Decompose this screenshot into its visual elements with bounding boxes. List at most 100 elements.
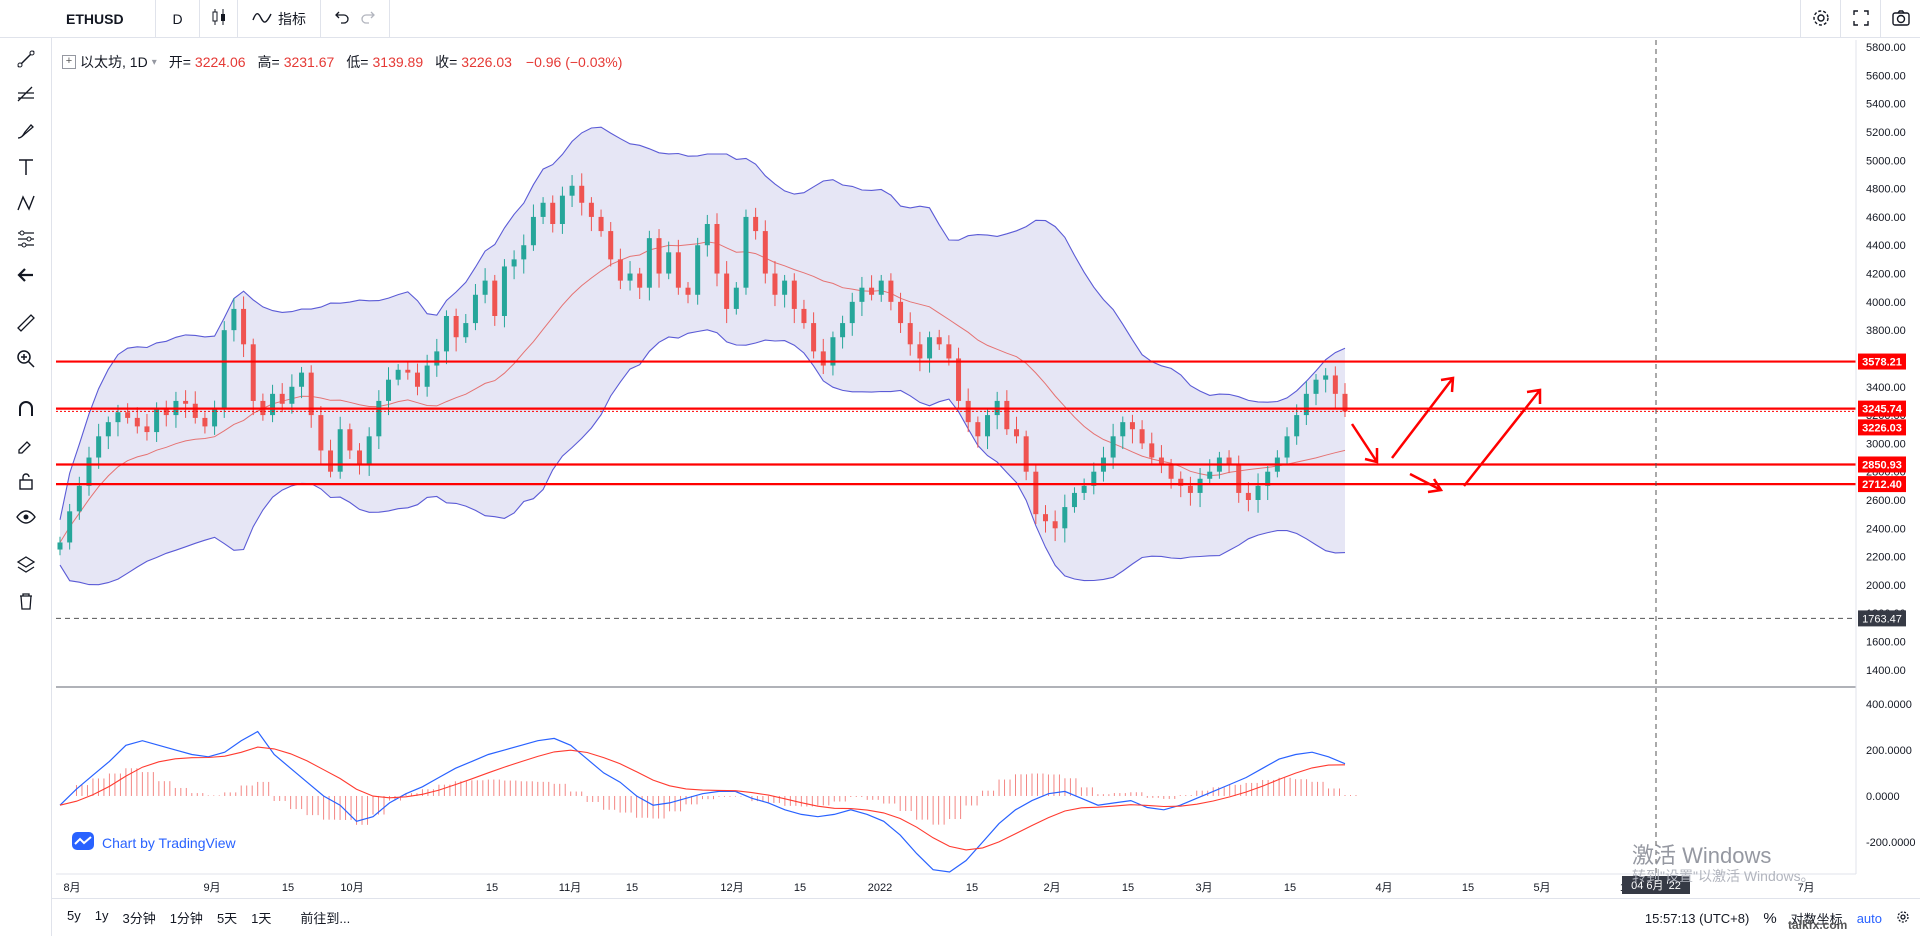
high-label: 高= — [257, 54, 280, 70]
chart-legend: + 以太坊, 1D ▾ 开= 3224.06 高= 3231.67 低= 3139.8… — [62, 52, 622, 72]
unlock-icon[interactable] — [13, 468, 39, 494]
candle-body — [1197, 478, 1203, 493]
trend-line-icon[interactable] — [13, 46, 39, 72]
candle-body — [869, 287, 875, 295]
last-price-tag-bg — [1858, 419, 1906, 436]
candle-body — [270, 393, 276, 416]
candle-body — [559, 195, 565, 224]
candle-body — [86, 457, 92, 486]
range-button[interactable]: 5天 — [216, 911, 238, 926]
chart-type-button[interactable] — [200, 0, 238, 38]
candle-body — [1052, 521, 1058, 529]
back-arrow-icon[interactable] — [13, 262, 39, 288]
time-tick-label: 5月 — [1533, 882, 1550, 894]
fullscreen-button[interactable] — [1840, 0, 1880, 38]
chart-settings-gear-icon[interactable] — [1896, 910, 1910, 927]
level-tag-bg — [1858, 456, 1906, 473]
candle-body — [975, 422, 981, 437]
candle-body — [724, 273, 730, 309]
range-button[interactable]: 3分钟 — [122, 911, 156, 926]
macd-tick-label: 200.0000 — [1866, 745, 1912, 757]
candle-body — [830, 337, 836, 366]
candle-body — [463, 323, 469, 338]
last-price-tag: 3226.03 — [1862, 422, 1902, 434]
goto-date-button[interactable]: 前往到... — [300, 911, 351, 926]
price-tick-label: 5800.00 — [1866, 42, 1906, 54]
price-tick-label: 3800.00 — [1866, 325, 1906, 337]
tradingview-attribution[interactable]: Chart by TradingView — [72, 832, 236, 853]
range-button[interactable]: 1y — [94, 908, 109, 923]
lock-drawing-icon[interactable] — [13, 432, 39, 458]
interval-button[interactable]: D — [156, 0, 200, 38]
chevron-down-icon[interactable]: ▾ — [151, 56, 157, 68]
layers-icon[interactable] — [13, 552, 39, 578]
candle-body — [1255, 485, 1261, 500]
level-tag-label: 3245.74 — [1862, 404, 1903, 416]
candle-body — [221, 330, 227, 408]
candle-body — [637, 273, 643, 288]
level-tag-bg — [1858, 353, 1906, 370]
candle-body — [1236, 464, 1242, 493]
percent-toggle[interactable]: % — [1763, 909, 1777, 927]
time-tick-label: 11月 — [559, 882, 581, 894]
fib-tool-icon[interactable] — [13, 82, 39, 108]
indicators-button[interactable]: 指标 — [238, 0, 321, 38]
candle-body — [1303, 393, 1309, 416]
candle-body — [898, 301, 904, 324]
candle-body — [289, 386, 295, 404]
windows-activation-hint: 转到"设置"以激活 Windows。 — [1632, 868, 1815, 884]
candle-body — [1245, 492, 1251, 500]
eye-icon[interactable] — [13, 504, 39, 530]
camera-icon — [1891, 9, 1911, 30]
range-button[interactable]: 1分钟 — [169, 911, 203, 926]
candle-body — [472, 294, 478, 324]
candle-body — [617, 259, 623, 281]
legend-expand-icon[interactable]: + — [62, 55, 76, 69]
candle-body — [1004, 400, 1010, 430]
range-button[interactable]: 5y — [67, 908, 81, 923]
pattern-tool-icon[interactable] — [13, 190, 39, 216]
candle-body — [675, 252, 681, 288]
price-tick-label: 3200.00 — [1866, 410, 1906, 422]
prediction-tool-icon[interactable] — [13, 226, 39, 252]
text-tool-icon[interactable] — [13, 154, 39, 180]
candle-body — [927, 337, 933, 359]
candle-body — [192, 403, 198, 418]
symbol-search-button[interactable]: ETHUSD — [0, 0, 156, 38]
level-tag-label: 3578.21 — [1862, 357, 1902, 369]
candle-body — [1332, 375, 1338, 394]
candle-body — [956, 358, 962, 401]
candle-body — [1274, 457, 1280, 472]
candle-body — [762, 231, 768, 274]
zoom-icon[interactable] — [13, 346, 39, 372]
candle-body — [347, 429, 353, 451]
price-tick-label: 3000.00 — [1866, 438, 1906, 450]
undo-icon[interactable] — [335, 10, 349, 27]
time-tick-label: 12月 — [720, 882, 743, 894]
ruler-icon[interactable] — [13, 310, 39, 336]
crosshair-price-tag-bg — [1858, 610, 1906, 627]
candle-body — [907, 323, 913, 345]
close-label: 收= — [435, 54, 458, 70]
undo-redo-group — [321, 0, 390, 38]
candle-body — [453, 316, 459, 338]
macd-tick-label: 400.0000 — [1866, 699, 1912, 711]
price-tick-label: 5400.00 — [1866, 99, 1906, 111]
bollinger-lower-line — [59, 329, 1346, 586]
candle-body — [1042, 514, 1048, 522]
brush-icon[interactable] — [13, 118, 39, 144]
snapshot-button[interactable] — [1880, 0, 1920, 38]
settings-button[interactable] — [1800, 0, 1840, 38]
trash-icon[interactable] — [13, 588, 39, 614]
log-scale-toggle[interactable]: 对数坐标 — [1790, 911, 1843, 927]
magnet-icon[interactable] — [13, 396, 39, 422]
candle-body — [1313, 379, 1319, 394]
legend-symbol[interactable]: 以太坊, 1D — [80, 54, 148, 70]
candle-body — [1323, 375, 1329, 380]
range-button[interactable]: 1天 — [251, 911, 272, 926]
auto-scale-toggle[interactable]: auto — [1856, 910, 1882, 926]
redo-icon[interactable] — [361, 10, 375, 27]
candle-body — [250, 344, 256, 401]
top-toolbar: ETHUSD D 指标 — [0, 0, 1920, 38]
candle-body — [1091, 471, 1097, 486]
